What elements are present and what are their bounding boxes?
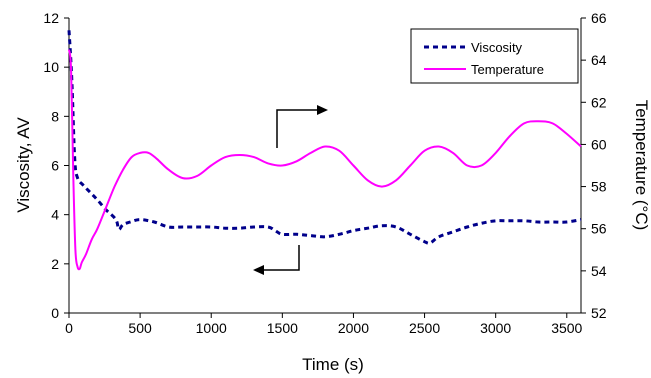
series-line-viscosity	[67, 30, 582, 245]
y2-axis-title: Temperature (°C)	[632, 100, 651, 231]
y2-tick-label: 66	[591, 10, 607, 26]
x-tick-label: 3000	[480, 320, 511, 336]
y-tick-label: 12	[43, 10, 59, 26]
temperature-axis-arrow	[276, 109, 318, 148]
y-tick-label: 4	[51, 207, 59, 223]
legend-temperature-label: Temperature	[471, 62, 544, 77]
annotations	[253, 105, 328, 275]
y2-tick-label: 62	[591, 94, 607, 110]
legend: Viscosity Temperature	[410, 28, 579, 84]
y-tick-label: 10	[43, 59, 59, 75]
x-tick-label: 2500	[409, 320, 440, 336]
series-line-temperature	[68, 49, 582, 271]
y-axis-title: Viscosity, AV	[14, 117, 33, 213]
y2-tick-label: 52	[591, 305, 607, 321]
y2-tick-label: 54	[591, 263, 607, 279]
axis-ticks: 0 500 1000 1500 2000 2500 3000 3500 0 2 4 6 8 10 12 52 5…	[43, 10, 606, 336]
x-axis-title: Time (s)	[302, 355, 364, 374]
y2-tick-label: 58	[591, 179, 607, 195]
y-tick-label: 6	[51, 158, 59, 174]
temperature-axis-arrowhead	[317, 105, 328, 115]
x-tick-label: 1500	[267, 320, 298, 336]
series-layer	[67, 30, 582, 271]
legend-viscosity-label: Viscosity	[471, 40, 523, 55]
x-tick-label: 0	[65, 320, 73, 336]
y2-tick-label: 60	[591, 136, 607, 152]
y-tick-label: 2	[51, 256, 59, 272]
x-tick-label: 2000	[338, 320, 369, 336]
y2-tick-label: 56	[591, 221, 607, 237]
x-tick-label: 500	[128, 320, 152, 336]
y2-tick-label: 64	[591, 52, 607, 68]
legend-box	[410, 28, 579, 84]
x-tick-label: 1000	[196, 320, 227, 336]
y-tick-label: 8	[51, 108, 59, 124]
y-tick-label: 0	[51, 305, 59, 321]
viscosity-axis-arrow	[264, 245, 300, 271]
viscosity-axis-arrowhead	[253, 265, 264, 275]
x-tick-label: 3500	[551, 320, 582, 336]
